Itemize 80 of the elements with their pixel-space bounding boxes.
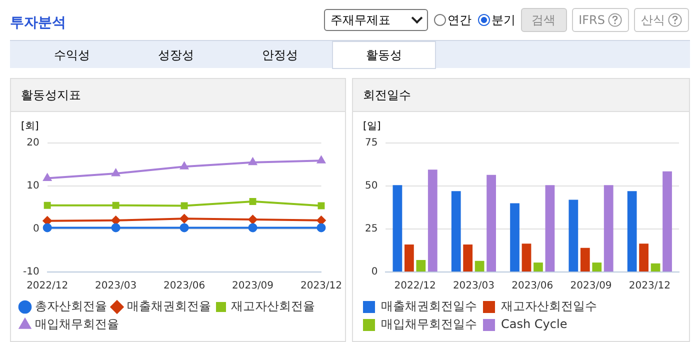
point — [111, 216, 120, 225]
text: 산식 — [634, 8, 689, 32]
point — [180, 214, 189, 224]
chart-title: 회전일수 — [353, 79, 689, 112]
x-tick-label: 2023/03 — [452, 280, 494, 292]
legend-label: Cash Cycle — [501, 317, 568, 332]
x-tick-label: 2023/09 — [232, 280, 274, 292]
point — [316, 223, 326, 232]
text: 수익성 — [53, 46, 91, 64]
legend-label: 총자산회전율 — [35, 299, 107, 314]
x-tick-label: 2023/12 — [628, 280, 670, 292]
y-tick-label: 20 — [26, 138, 40, 149]
text: 안정성 — [261, 46, 299, 64]
text: 연간 — [446, 12, 472, 28]
point — [112, 202, 120, 209]
legend-label: 재고자산회전율 — [231, 299, 315, 314]
text: 투자분석 — [10, 14, 66, 32]
bar — [650, 263, 660, 272]
y-tick-label: 10 — [26, 180, 40, 192]
text: IFRS — [572, 8, 629, 32]
bar — [474, 260, 484, 272]
text: 분기 — [490, 12, 516, 28]
point — [248, 215, 258, 224]
point — [317, 156, 326, 164]
bar — [545, 185, 555, 272]
point — [248, 223, 258, 232]
x-tick-label: 2023/06 — [512, 280, 554, 292]
x-tick-label: 2023/12 — [300, 280, 342, 292]
point — [43, 174, 52, 182]
bar — [463, 244, 473, 272]
point — [248, 158, 257, 166]
y-axis-title: [회] — [21, 120, 39, 133]
y-tick-label: -10 — [22, 266, 40, 278]
legend-label: 매입채무회전일수 — [381, 317, 477, 332]
bar — [639, 244, 648, 272]
y-axis-title: [일] — [363, 120, 381, 133]
point — [180, 162, 188, 170]
point — [42, 223, 52, 232]
legend-label: 매입채무회전율 — [35, 317, 119, 332]
bar — [486, 174, 496, 272]
bar — [428, 170, 438, 272]
point — [249, 198, 256, 205]
y-tick-label: 0 — [32, 224, 40, 235]
bar — [568, 200, 578, 272]
bar — [604, 185, 614, 272]
point — [180, 223, 189, 232]
point — [112, 169, 120, 176]
text: 주재무제표 — [330, 12, 391, 28]
y-tick-label: 0 — [371, 266, 378, 278]
point — [180, 202, 188, 210]
bar — [534, 262, 543, 272]
x-tick-label: 2023/09 — [570, 280, 612, 292]
bar — [592, 262, 602, 272]
point — [44, 202, 51, 209]
bar — [404, 244, 414, 272]
x-tick-label: 2023/06 — [164, 280, 206, 292]
bar — [510, 203, 520, 272]
chart-title: 활동성지표 — [11, 79, 345, 112]
y-tick-label: 75 — [364, 138, 378, 149]
bar — [416, 260, 426, 272]
text: 검색 — [520, 8, 567, 32]
text: 활동성 — [332, 41, 436, 69]
x-tick-label: 2022/12 — [394, 280, 436, 292]
legend-label: 재고자산회전일수 — [501, 299, 597, 314]
bar — [392, 185, 402, 272]
bar — [451, 191, 461, 272]
point — [318, 202, 325, 210]
bar — [522, 244, 532, 272]
text: 성장성 — [157, 46, 195, 64]
legend-label: 매출채권회전일수 — [381, 299, 477, 314]
bar — [662, 171, 672, 272]
point — [316, 216, 326, 225]
x-tick-label: 2022/12 — [26, 280, 68, 292]
bar — [627, 191, 637, 272]
x-tick-label: 2023/03 — [95, 280, 137, 292]
legend-label: 매출채권회전율 — [127, 299, 211, 314]
y-tick-label: 25 — [364, 224, 378, 235]
y-tick-label: 50 — [364, 180, 378, 192]
point — [111, 223, 120, 232]
bar — [580, 248, 590, 272]
